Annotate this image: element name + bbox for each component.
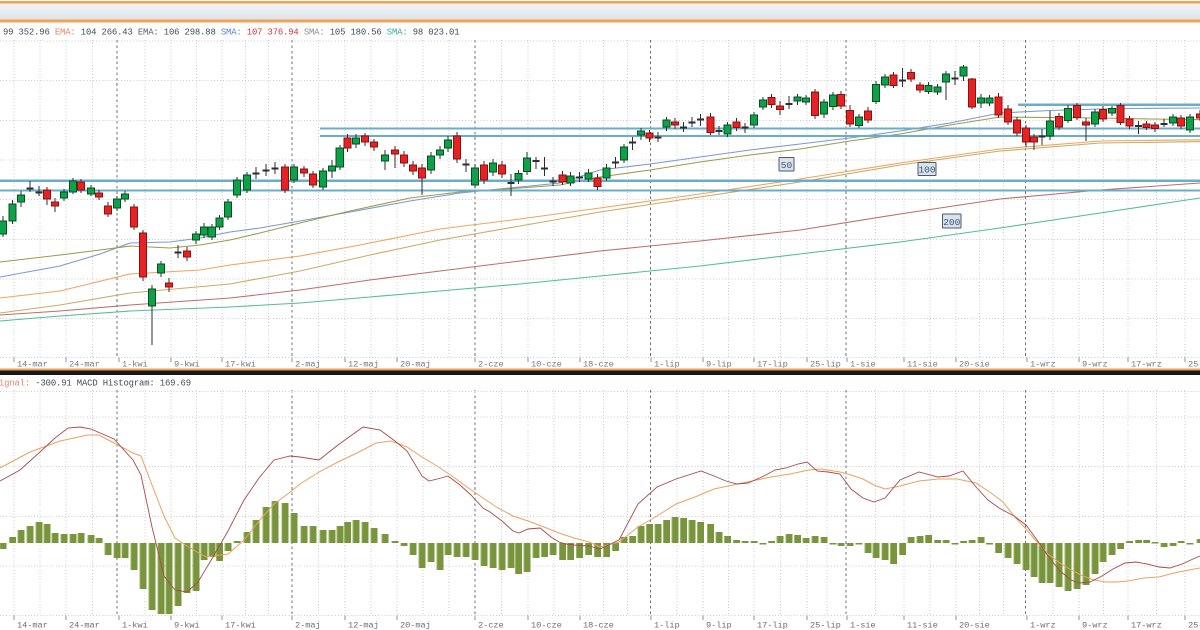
svg-text:25-wrz: 25-wrz <box>1188 620 1200 630</box>
svg-text:11-sie: 11-sie <box>907 620 938 630</box>
svg-text:17-kwi: 17-kwi <box>225 620 256 630</box>
svg-text:9-wrz: 9-wrz <box>1082 360 1108 370</box>
svg-text:2-maj: 2-maj <box>295 620 321 630</box>
svg-text:1-wrz: 1-wrz <box>1030 620 1056 630</box>
svg-text:1-kwi: 1-kwi <box>122 360 148 370</box>
svg-text:9-wrz: 9-wrz <box>1082 620 1108 630</box>
svg-text:17-kwi: 17-kwi <box>225 360 256 370</box>
svg-text:20-maj: 20-maj <box>400 620 431 630</box>
svg-text:20-maj: 20-maj <box>400 360 431 370</box>
svg-text:1-kwi: 1-kwi <box>122 620 148 630</box>
svg-text:14-mar: 14-mar <box>17 620 48 630</box>
svg-text:9-kwi: 9-kwi <box>174 620 200 630</box>
svg-text:10-cze: 10-cze <box>531 620 562 630</box>
svg-text:17-wrz: 17-wrz <box>1131 620 1162 630</box>
svg-text:11-sie: 11-sie <box>907 360 938 370</box>
svg-text:20-sie: 20-sie <box>959 620 990 630</box>
svg-text:17-wrz: 17-wrz <box>1131 360 1162 370</box>
svg-text:25-wrz: 25-wrz <box>1188 360 1200 370</box>
svg-text:2-cze: 2-cze <box>478 360 504 370</box>
svg-text:9-lip: 9-lip <box>706 620 732 630</box>
svg-text:12-maj: 12-maj <box>348 620 379 630</box>
svg-text:9-kwi: 9-kwi <box>174 360 200 370</box>
svg-text:ignal: -300.91 MACD Histogram:: ignal: -300.91 MACD Histogram: 169.69 <box>0 378 191 388</box>
svg-text:200: 200 <box>943 217 960 228</box>
svg-text:18-cze: 18-cze <box>583 360 614 370</box>
svg-text:2-cze: 2-cze <box>478 620 504 630</box>
svg-text:14-mar: 14-mar <box>17 360 48 370</box>
svg-text:17-lip: 17-lip <box>757 360 788 370</box>
svg-text:12-maj: 12-maj <box>348 360 379 370</box>
svg-text:1-sie: 1-sie <box>850 620 876 630</box>
svg-text:1-sie: 1-sie <box>850 360 876 370</box>
svg-text:1-wrz: 1-wrz <box>1030 360 1056 370</box>
svg-text:1-lip: 1-lip <box>654 620 680 630</box>
svg-text:17-lip: 17-lip <box>757 620 788 630</box>
svg-text:18-cze: 18-cze <box>583 620 614 630</box>
svg-text:50: 50 <box>781 160 793 171</box>
svg-text:10-cze: 10-cze <box>531 360 562 370</box>
svg-text:24-mar: 24-mar <box>69 360 100 370</box>
svg-text:2-maj: 2-maj <box>295 360 321 370</box>
svg-text:24-mar: 24-mar <box>69 620 100 630</box>
svg-text:9-lip: 9-lip <box>706 360 732 370</box>
svg-text:25-lip: 25-lip <box>810 620 841 630</box>
svg-text:20-sie: 20-sie <box>959 360 990 370</box>
svg-text:25-lip: 25-lip <box>810 360 841 370</box>
svg-text:100: 100 <box>918 164 935 175</box>
svg-text:1-lip: 1-lip <box>654 360 680 370</box>
svg-text:99 352.96 EMA: 104 266.43 EMA:: 99 352.96 EMA: 104 266.43 EMA: 106 298.8… <box>3 28 459 38</box>
